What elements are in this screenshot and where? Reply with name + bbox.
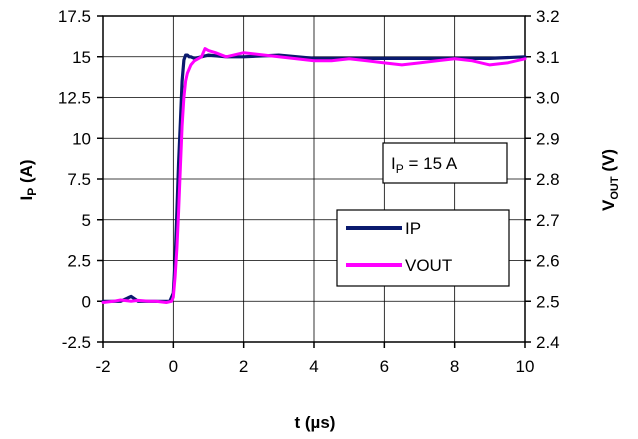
x-axis-title: t (µs) <box>295 413 336 432</box>
x-tick-label: 2 <box>239 357 248 376</box>
y-left-title-sub: P <box>25 188 39 196</box>
legend-frame <box>336 209 510 287</box>
annotation-box: IP = 15 A <box>382 142 508 184</box>
y-right-tick-label: 2.8 <box>536 170 560 189</box>
annotation-frame <box>382 142 508 184</box>
y-left-tick-label: 15 <box>72 48 91 67</box>
annotation-text: IP = 15 A <box>391 154 458 176</box>
x-tick-label: 0 <box>169 357 178 376</box>
legend-label-ip: IP <box>405 219 421 238</box>
annotation-tail: = 15 A <box>404 154 458 173</box>
y-left-title-tail: (A) <box>17 159 36 187</box>
y-left-tick-label: 0 <box>82 292 91 311</box>
grid-lines <box>103 16 525 342</box>
series-line-vout <box>101 47 527 304</box>
x-tick-label: 10 <box>516 357 535 376</box>
y-right-tick-label: 2.9 <box>536 129 560 148</box>
x-tick-label: 8 <box>450 357 459 376</box>
annotation-sub: P <box>396 162 404 176</box>
y-axis-left-title: IP (A) <box>17 159 39 200</box>
y-left-tick-label: 7.5 <box>67 170 91 189</box>
y-right-tick-label: 2.5 <box>536 292 560 311</box>
y-left-tick-label: 5 <box>82 211 91 230</box>
y-right-title-tail: (V) <box>599 149 618 176</box>
annotation-main: I <box>391 154 396 173</box>
y-right-tick-label: 2.7 <box>536 211 560 230</box>
y-right-title-main: V <box>599 199 618 211</box>
series-lines <box>101 47 527 304</box>
y-right-tick-label: 2.4 <box>536 333 560 352</box>
y-axis-right-title: VOUT (V) <box>599 149 621 211</box>
legend-label-vout: VOUT <box>405 256 452 275</box>
x-tick-label: 4 <box>309 357 318 376</box>
y-right-tick-label: 3.0 <box>536 89 560 108</box>
x-tick-label: 6 <box>380 357 389 376</box>
y-right-title-sub: OUT <box>609 176 621 200</box>
y-left-tick-label: 2.5 <box>67 252 91 271</box>
tick-labels: -2 0 2 4 6 8 10 -2.5 0 2.5 5 7.5 10 12.5 15 17.5 2.4 2.5 2… <box>58 7 560 376</box>
y-left-tick-label: 17.5 <box>58 7 91 26</box>
y-left-tick-label: 10 <box>72 129 91 148</box>
y-left-title-main: I <box>17 196 36 201</box>
axis-ticks <box>97 15 531 348</box>
y-left-tick-label: 12.5 <box>58 89 91 108</box>
y-right-tick-label: 3.2 <box>536 7 560 26</box>
legend: IP VOUT <box>336 209 510 287</box>
y-left-tick-label: -2.5 <box>62 333 91 352</box>
y-right-tick-label: 3.1 <box>536 48 560 67</box>
y-right-tick-label: 2.6 <box>536 252 560 271</box>
x-tick-label: -2 <box>95 357 110 376</box>
